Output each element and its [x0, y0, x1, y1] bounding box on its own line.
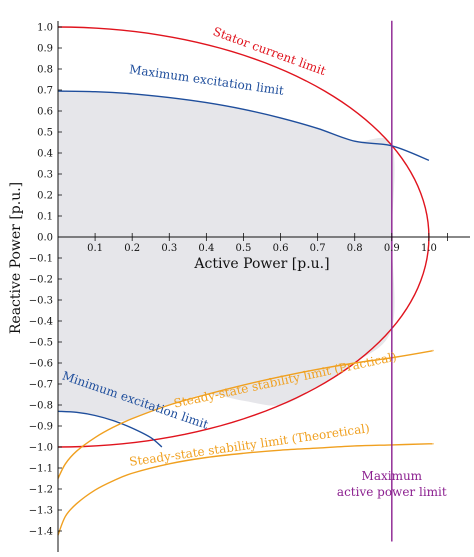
y-tick-label: 0.8: [37, 65, 53, 76]
x-tick-label: 0.4: [198, 243, 214, 254]
y-tick-label: 0.4: [37, 149, 53, 160]
y-tick-label: −0.1: [29, 254, 53, 265]
y-tick-label: −1.0: [29, 443, 53, 454]
y-tick-label: 0.2: [37, 191, 53, 202]
y-tick-label: −1.2: [29, 485, 53, 496]
x-tick-label: 0.7: [310, 243, 326, 254]
y-tick-label: 0.5: [37, 128, 53, 139]
axes-group: [57, 21, 470, 552]
x-tick-label: 0.6: [273, 243, 289, 254]
stability-theoretical-curve: [57, 443, 434, 536]
y-tick-label: −0.2: [29, 275, 53, 286]
x-tick-label: 0.5: [236, 243, 252, 254]
x-tick-label: 0.8: [347, 243, 363, 254]
y-tick-label: 0.7: [37, 86, 53, 97]
y-tick-label: −0.8: [29, 401, 53, 412]
shaded-operating-area: [58, 91, 395, 422]
max-active-power-label-line2: active power limit: [337, 485, 447, 499]
max-excitation-curve: [57, 90, 430, 162]
x-axis-title: Active Power [p.u.]: [193, 256, 329, 272]
y-tick-label: −0.9: [29, 422, 53, 433]
y-tick-label: 0.3: [37, 170, 53, 181]
x-tick-label: 0.2: [124, 243, 140, 254]
y-tick-label: −1.3: [29, 506, 53, 517]
x-tick-label: 0.9: [384, 243, 400, 254]
stability-practical-curve: [57, 349, 434, 479]
y-tick-label: −0.4: [29, 317, 53, 328]
y-tick-label: −0.3: [29, 296, 53, 307]
y-tick-label: −1.1: [29, 464, 53, 475]
x-tick-label: 0.1: [87, 243, 103, 254]
y-tick-label: −1.4: [29, 527, 53, 538]
y-tick-label: −0.6: [29, 359, 53, 370]
y-tick-label: 0.1: [37, 212, 53, 223]
x-tick-label: 1.0: [421, 243, 437, 254]
min-excitation-curve: [57, 410, 163, 448]
max-active-power-label-line1: Maximum: [362, 469, 423, 483]
y-tick-label: 0.0: [37, 233, 53, 244]
stability-theoretical-label: Steady-state stability limit (Theoretica…: [128, 421, 370, 469]
y-tick-label: 0.6: [37, 107, 53, 118]
y-tick-label: 0.9: [37, 44, 53, 55]
max-excitation-label: Maximum excitation limit: [128, 62, 285, 98]
y-tick-label: 1.0: [37, 23, 53, 34]
y-axis-title: Reactive Power [p.u.]: [8, 182, 24, 334]
operating-region: [58, 91, 395, 422]
y-tick-label: −0.5: [29, 338, 53, 349]
y-tick-label: −0.7: [29, 380, 53, 391]
x-tick-label: 0.3: [161, 243, 177, 254]
ticks-group: 0.1 0.2 0.3 0.4 0.5 0.6 0.7 0.8 0.9 1.0 1.0 0.9 0.8 0…: [29, 23, 448, 538]
